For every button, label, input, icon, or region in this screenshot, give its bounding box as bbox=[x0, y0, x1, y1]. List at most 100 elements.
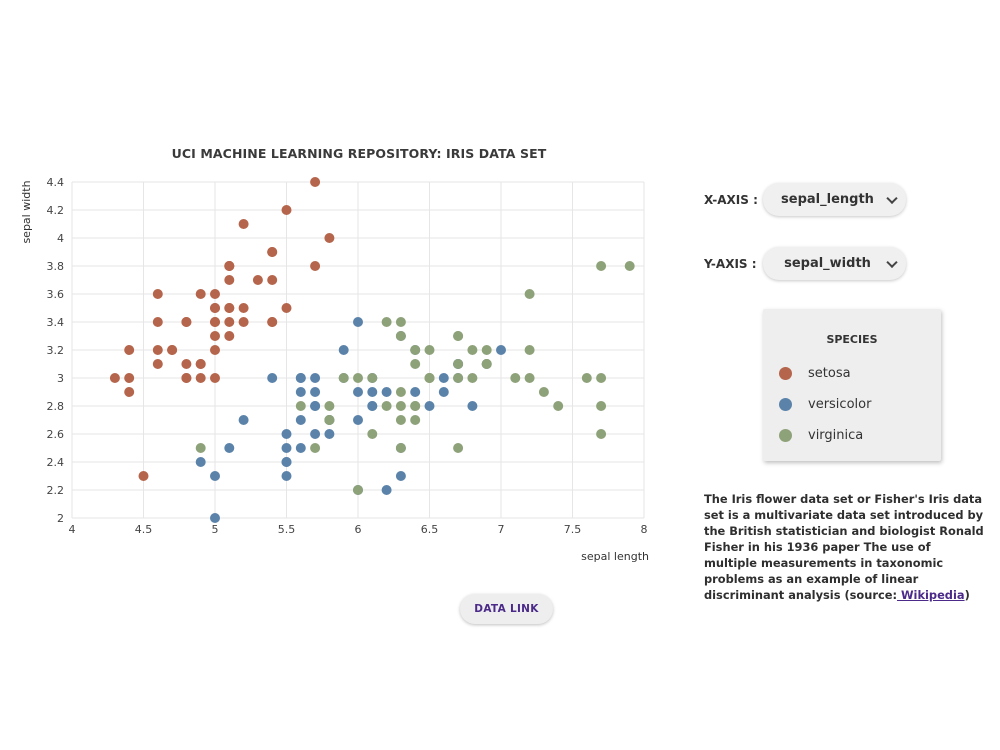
data-point[interactable] bbox=[281, 443, 292, 453]
data-point[interactable] bbox=[224, 317, 235, 327]
data-point[interactable] bbox=[538, 387, 549, 397]
data-point[interactable] bbox=[224, 443, 235, 453]
data-point[interactable] bbox=[438, 373, 449, 383]
data-point[interactable] bbox=[524, 345, 535, 355]
data-point[interactable] bbox=[210, 303, 220, 313]
data-point[interactable] bbox=[453, 331, 464, 341]
data-point[interactable] bbox=[281, 303, 292, 313]
data-point[interactable] bbox=[224, 331, 235, 341]
data-point[interactable] bbox=[238, 415, 249, 425]
data-point[interactable] bbox=[109, 373, 120, 383]
data-point[interactable] bbox=[510, 373, 521, 383]
x-axis-select[interactable]: sepal_length bbox=[763, 183, 906, 216]
data-point[interactable] bbox=[195, 373, 206, 383]
data-point[interactable] bbox=[295, 401, 306, 411]
data-point[interactable] bbox=[395, 387, 406, 397]
data-point[interactable] bbox=[224, 275, 235, 285]
data-point[interactable] bbox=[195, 443, 206, 453]
data-point[interactable] bbox=[353, 415, 363, 425]
data-point[interactable] bbox=[181, 373, 192, 383]
data-point[interactable] bbox=[395, 415, 406, 425]
data-point[interactable] bbox=[210, 471, 220, 481]
data-point[interactable] bbox=[353, 485, 363, 495]
data-point[interactable] bbox=[338, 345, 349, 355]
data-point[interactable] bbox=[152, 317, 163, 327]
data-point[interactable] bbox=[310, 387, 321, 397]
data-point[interactable] bbox=[596, 373, 607, 383]
data-point[interactable] bbox=[581, 373, 592, 383]
data-point[interactable] bbox=[124, 373, 135, 383]
data-point[interactable] bbox=[224, 261, 235, 271]
data-point[interactable] bbox=[295, 443, 306, 453]
y-axis-select[interactable]: sepal_width bbox=[763, 247, 906, 280]
data-point[interactable] bbox=[295, 415, 306, 425]
data-point[interactable] bbox=[295, 387, 306, 397]
data-point[interactable] bbox=[152, 359, 163, 369]
data-point[interactable] bbox=[210, 331, 220, 341]
data-point[interactable] bbox=[324, 429, 335, 439]
data-point[interactable] bbox=[281, 205, 292, 215]
data-point[interactable] bbox=[310, 261, 321, 271]
data-point[interactable] bbox=[424, 401, 435, 411]
data-point[interactable] bbox=[295, 373, 306, 383]
data-point[interactable] bbox=[395, 443, 406, 453]
data-point[interactable] bbox=[224, 303, 235, 313]
data-point[interactable] bbox=[524, 289, 535, 299]
data-point[interactable] bbox=[210, 513, 220, 523]
data-point[interactable] bbox=[553, 401, 564, 411]
data-point[interactable] bbox=[453, 443, 464, 453]
data-point[interactable] bbox=[210, 345, 220, 355]
data-point[interactable] bbox=[353, 387, 363, 397]
data-point[interactable] bbox=[596, 429, 607, 439]
data-point[interactable] bbox=[410, 415, 421, 425]
data-point[interactable] bbox=[238, 317, 249, 327]
data-point[interactable] bbox=[395, 317, 406, 327]
data-point[interactable] bbox=[310, 373, 321, 383]
data-point[interactable] bbox=[324, 233, 335, 243]
data-point[interactable] bbox=[481, 345, 492, 355]
data-point[interactable] bbox=[167, 345, 178, 355]
data-point[interactable] bbox=[453, 359, 464, 369]
data-point[interactable] bbox=[596, 401, 607, 411]
data-point[interactable] bbox=[152, 289, 163, 299]
data-point[interactable] bbox=[381, 485, 392, 495]
data-point[interactable] bbox=[367, 387, 378, 397]
data-point[interactable] bbox=[410, 359, 421, 369]
data-point[interactable] bbox=[238, 219, 249, 229]
data-point[interactable] bbox=[195, 359, 206, 369]
data-point[interactable] bbox=[367, 429, 378, 439]
data-point[interactable] bbox=[381, 317, 392, 327]
data-point[interactable] bbox=[381, 401, 392, 411]
data-point[interactable] bbox=[367, 373, 378, 383]
data-point[interactable] bbox=[310, 401, 321, 411]
data-point[interactable] bbox=[195, 457, 206, 467]
data-point[interactable] bbox=[353, 373, 363, 383]
data-point[interactable] bbox=[252, 275, 263, 285]
data-point[interactable] bbox=[424, 345, 435, 355]
data-point[interactable] bbox=[310, 177, 321, 187]
data-point[interactable] bbox=[453, 373, 464, 383]
data-point[interactable] bbox=[338, 373, 349, 383]
data-point[interactable] bbox=[438, 387, 449, 397]
data-point[interactable] bbox=[395, 471, 406, 481]
data-point[interactable] bbox=[395, 331, 406, 341]
data-point[interactable] bbox=[281, 471, 292, 481]
data-point[interactable] bbox=[353, 317, 363, 327]
data-point[interactable] bbox=[124, 345, 135, 355]
data-point[interactable] bbox=[481, 359, 492, 369]
data-point[interactable] bbox=[367, 401, 378, 411]
data-point[interactable] bbox=[210, 373, 220, 383]
data-point[interactable] bbox=[138, 471, 149, 481]
data-point[interactable] bbox=[267, 373, 278, 383]
data-point[interactable] bbox=[281, 457, 292, 467]
data-point[interactable] bbox=[467, 401, 478, 411]
data-point[interactable] bbox=[181, 317, 192, 327]
data-point[interactable] bbox=[310, 429, 321, 439]
data-point[interactable] bbox=[596, 261, 607, 271]
data-point[interactable] bbox=[381, 387, 392, 397]
wikipedia-link[interactable]: Wikipedia bbox=[897, 588, 965, 602]
data-point[interactable] bbox=[324, 401, 335, 411]
data-point[interactable] bbox=[410, 345, 421, 355]
data-point[interactable] bbox=[210, 289, 220, 299]
data-point[interactable] bbox=[310, 443, 321, 453]
